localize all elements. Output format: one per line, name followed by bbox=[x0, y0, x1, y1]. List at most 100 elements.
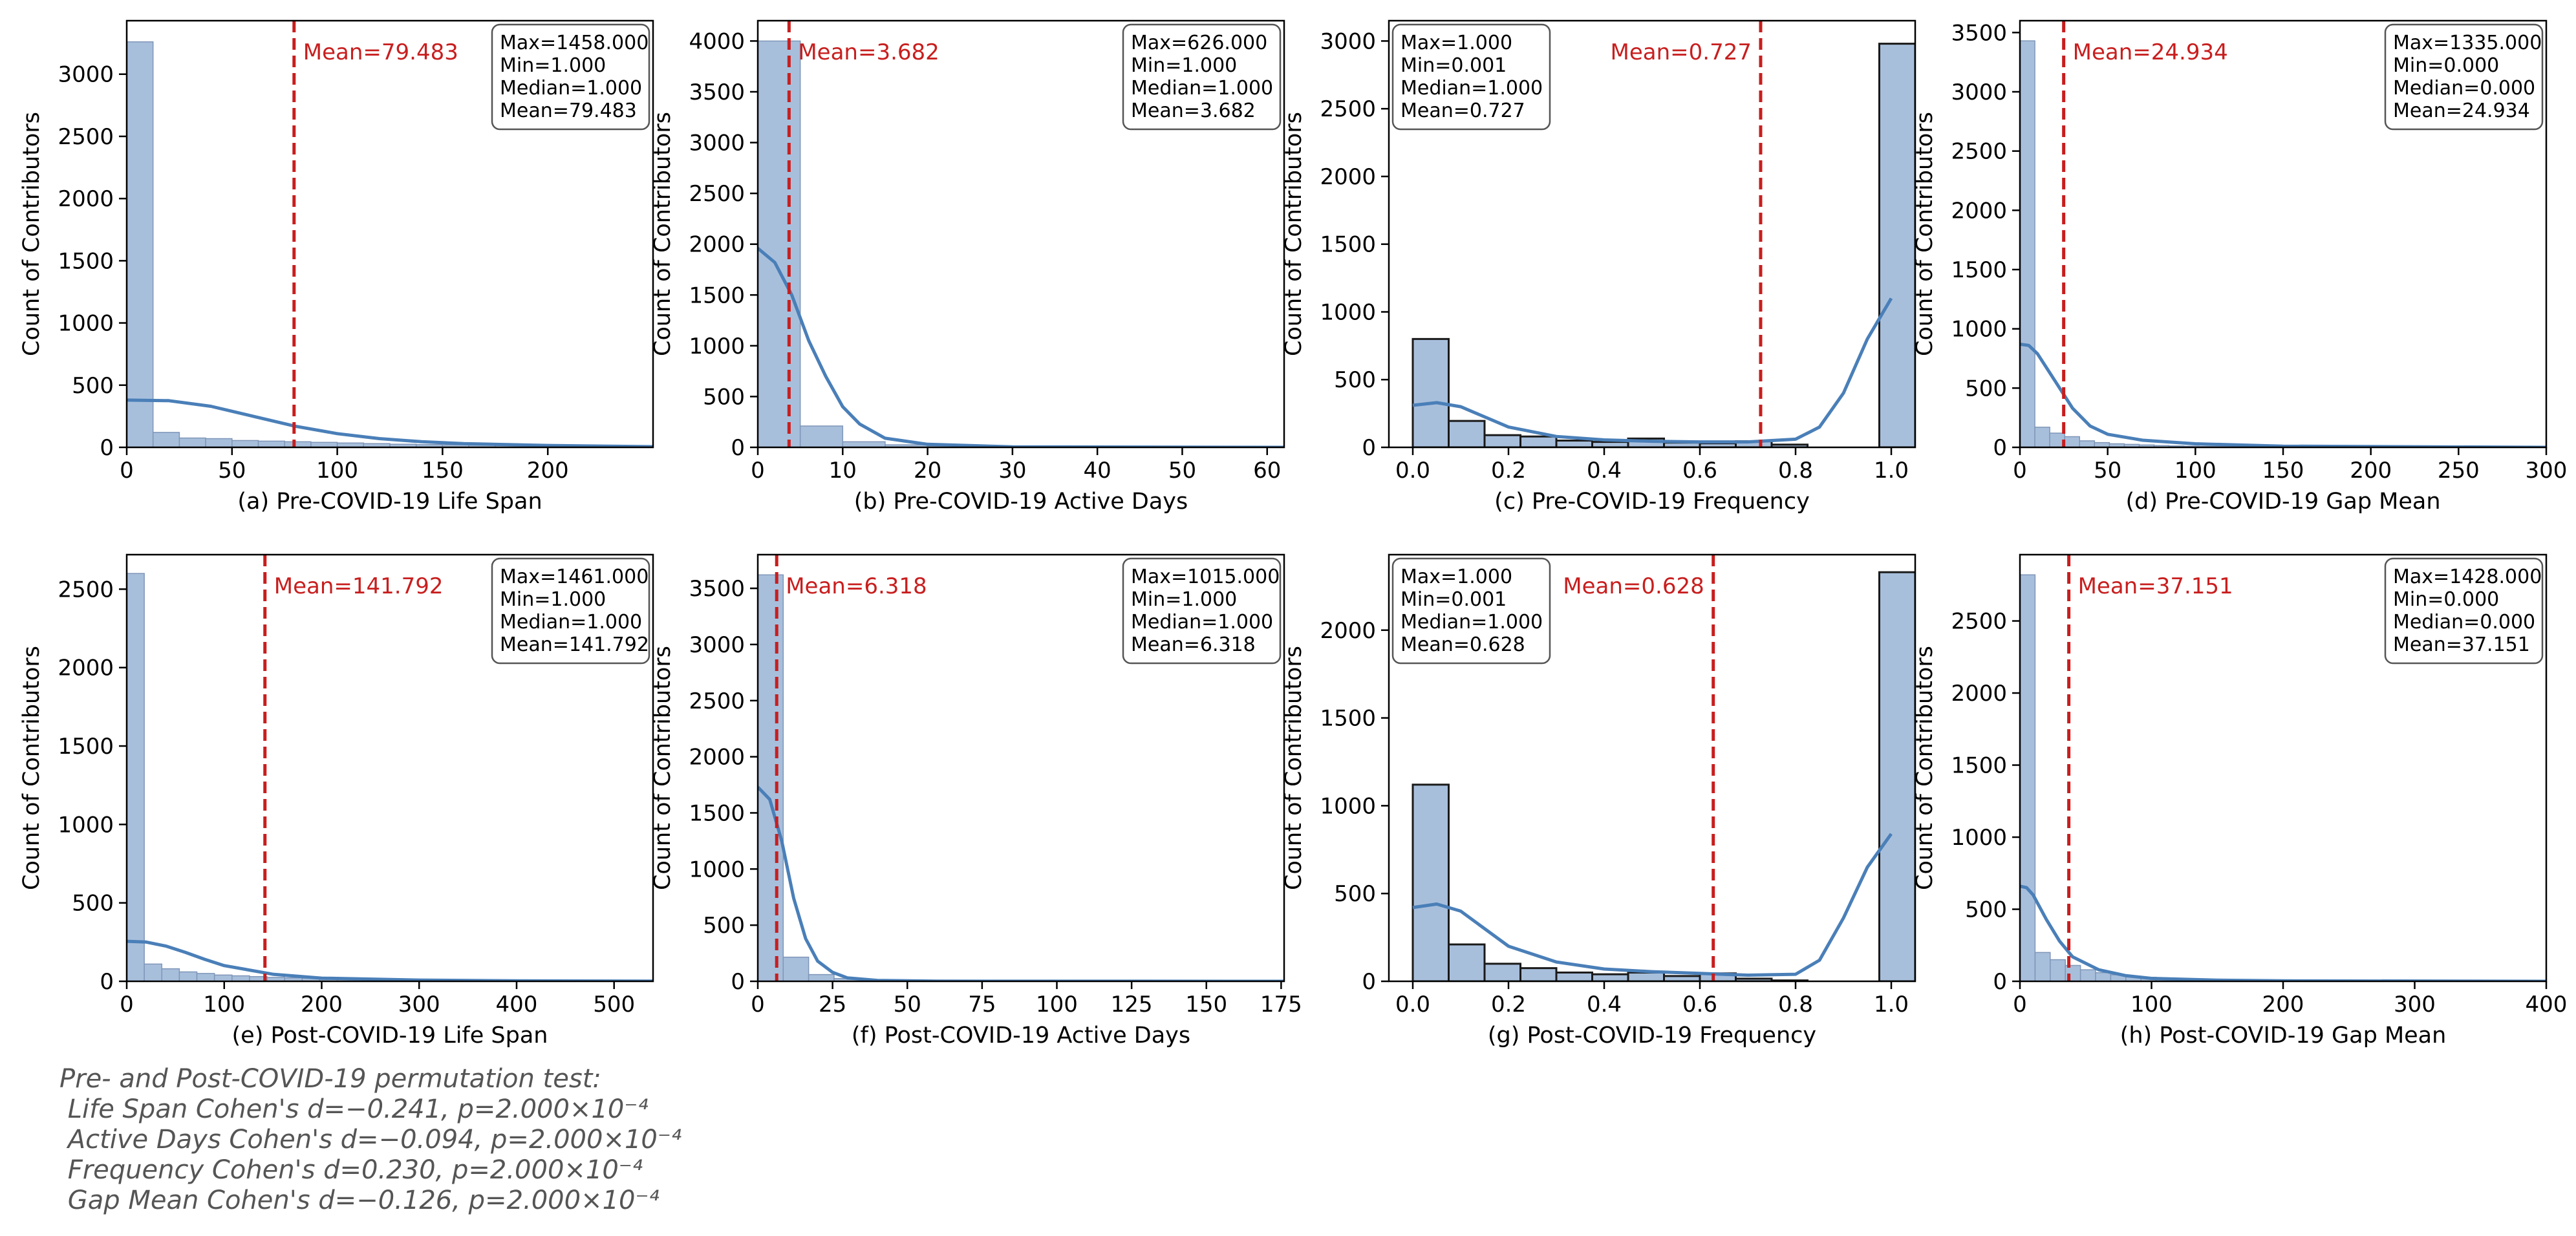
x-tick-label: 60 bbox=[1253, 458, 1281, 484]
x-axis-label: (b) Pre-COVID-19 Active Days bbox=[854, 489, 1188, 515]
y-tick-label: 500 bbox=[703, 384, 745, 410]
stats-box bbox=[1391, 557, 1551, 665]
histogram-bar bbox=[205, 438, 233, 447]
y-tick-label: 0 bbox=[100, 435, 114, 461]
y-tick-label: 500 bbox=[703, 913, 745, 939]
y-tick-label: 1500 bbox=[1320, 232, 1376, 258]
y-axis-label: Count of Contributors bbox=[650, 112, 676, 356]
plot-area bbox=[127, 21, 653, 447]
x-tick-label: 0 bbox=[751, 992, 765, 1018]
x-tick-label: 0.2 bbox=[1491, 992, 1526, 1018]
stats-line: Mean=0.628 bbox=[1401, 634, 1525, 656]
histogram-bar bbox=[257, 440, 285, 447]
x-axis-label: (f) Post-COVID-19 Active Days bbox=[852, 1023, 1190, 1049]
y-tick-label: 2500 bbox=[58, 124, 114, 150]
y-tick-label: 3000 bbox=[1320, 28, 1376, 54]
x-tick-label: 125 bbox=[1111, 992, 1153, 1018]
y-tick-label: 1500 bbox=[1951, 753, 2007, 779]
panel-h: 0 100 200 300 400 0 500 1000 1500 2000 2500 (h) Pos… bbox=[1912, 553, 2567, 1049]
mean-label: Mean=0.628 bbox=[1563, 573, 1704, 599]
kde-curve bbox=[758, 247, 1284, 447]
x-tick-label: 0 bbox=[2013, 458, 2027, 484]
x-tick-label: 50 bbox=[218, 458, 246, 484]
x-tick-label: 175 bbox=[1260, 992, 1302, 1018]
x-tick-label: 0.0 bbox=[1395, 458, 1430, 484]
x-tick-label: 0.0 bbox=[1395, 992, 1430, 1018]
histogram-bar bbox=[1591, 973, 1629, 981]
histogram-bar bbox=[2020, 574, 2036, 981]
histogram-bar bbox=[2050, 959, 2066, 981]
y-tick-label: 2500 bbox=[1320, 96, 1376, 122]
y-axis-label: Count of Contributors bbox=[19, 646, 45, 890]
kde-curve bbox=[758, 785, 1284, 981]
y-tick-label: 3500 bbox=[1951, 20, 2007, 46]
stats-line: Median=1.000 bbox=[1131, 77, 1273, 100]
x-tick-label: 25 bbox=[819, 992, 846, 1018]
note-line-frequency: Frequency Cohen's d=0.230, p=2.000×10⁻⁴ bbox=[59, 1155, 643, 1185]
y-tick-label: 3000 bbox=[58, 62, 114, 88]
permutation-test-note: Pre- and Post-COVID-19 permutation test:… bbox=[59, 1064, 1029, 1216]
histogram-bar bbox=[152, 432, 180, 447]
y-tick-label: 0 bbox=[1362, 969, 1376, 995]
histogram-bar bbox=[1448, 943, 1486, 981]
y-tick-label: 500 bbox=[72, 373, 114, 399]
axes-frame bbox=[1388, 553, 1916, 983]
stats-line: Max=1335.000 bbox=[2393, 32, 2542, 54]
x-tick-label: 0.2 bbox=[1491, 458, 1526, 484]
stats-line: Median=1.000 bbox=[500, 611, 642, 634]
y-tick-label: 0 bbox=[100, 969, 114, 995]
stats-line: Median=0.000 bbox=[2393, 611, 2535, 634]
x-axis-label: (h) Post-COVID-19 Gap Mean bbox=[2120, 1023, 2447, 1049]
x-tick-label: 500 bbox=[593, 992, 635, 1018]
x-tick-label: 0.4 bbox=[1587, 992, 1622, 1018]
stats-line: Min=0.000 bbox=[2393, 588, 2499, 611]
histogram-bar bbox=[196, 973, 215, 981]
x-tick-label: 0 bbox=[120, 458, 134, 484]
y-tick-label: 3000 bbox=[1951, 80, 2007, 105]
stats-line: Median=1.000 bbox=[500, 77, 642, 100]
stats-line: Mean=3.682 bbox=[1131, 100, 1256, 122]
y-tick-label: 1500 bbox=[1951, 257, 2007, 283]
histogram-bar bbox=[213, 974, 233, 981]
y-tick-label: 2000 bbox=[689, 745, 745, 771]
panel-g: 0.0 0.2 0.4 0.6 0.8 1.0 0 500 1000 1500 2000 (g) Po… bbox=[1281, 553, 1916, 1049]
x-axis-label: (a) Pre-COVID-19 Life Span bbox=[237, 489, 542, 515]
histogram-bar bbox=[1483, 434, 1521, 447]
y-tick-label: 2000 bbox=[1320, 618, 1376, 644]
y-tick-label: 1500 bbox=[58, 734, 114, 760]
y-tick-label: 0 bbox=[731, 969, 745, 995]
plot-area bbox=[758, 555, 1284, 981]
panel-b: 0 10 20 30 40 50 60 0 500 1000 1500 2000 2500 3000 350… bbox=[650, 19, 1285, 515]
histogram-bar bbox=[842, 441, 886, 447]
note-line-life-span: Life Span Cohen's d=−0.241, p=2.000×10⁻⁴ bbox=[59, 1094, 649, 1124]
histogram-bar bbox=[1878, 43, 1915, 447]
stats-line: Max=1461.000 bbox=[500, 566, 649, 588]
histogram-bar bbox=[231, 440, 259, 447]
histogram-bar bbox=[127, 41, 154, 447]
histogram-bar bbox=[127, 573, 145, 981]
histogram-bar bbox=[799, 425, 844, 447]
y-tick-label: 1000 bbox=[689, 334, 745, 359]
stats-line: Median=1.000 bbox=[1131, 611, 1273, 634]
histogram-bar bbox=[178, 437, 206, 447]
axes-frame bbox=[1388, 19, 1916, 449]
y-tick-label: 2000 bbox=[58, 186, 114, 212]
histogram-bar bbox=[1878, 571, 1915, 981]
stats-box bbox=[491, 557, 650, 665]
kde-curve bbox=[127, 398, 653, 447]
y-tick-label: 3000 bbox=[689, 131, 745, 156]
panel-c: 0.0 0.2 0.4 0.6 0.8 1.0 0 500 1000 1500 2000 2500 30… bbox=[1281, 19, 1916, 515]
y-tick-label: 500 bbox=[1334, 367, 1376, 393]
x-tick-label: 0 bbox=[120, 992, 134, 1018]
x-tick-label: 0.6 bbox=[1682, 992, 1717, 1018]
histogram-bar bbox=[1519, 967, 1558, 981]
y-tick-label: 2000 bbox=[1951, 681, 2007, 707]
x-axis-label: (g) Post-COVID-19 Frequency bbox=[1488, 1023, 1816, 1049]
stats-line: Max=1428.000 bbox=[2393, 566, 2542, 588]
x-tick-label: 50 bbox=[894, 992, 921, 1018]
x-tick-label: 20 bbox=[914, 458, 941, 484]
histogram-bar bbox=[2020, 40, 2035, 447]
histogram-bar bbox=[1411, 783, 1450, 981]
x-tick-label: 0.8 bbox=[1778, 992, 1813, 1018]
y-tick-label: 1000 bbox=[58, 311, 114, 337]
